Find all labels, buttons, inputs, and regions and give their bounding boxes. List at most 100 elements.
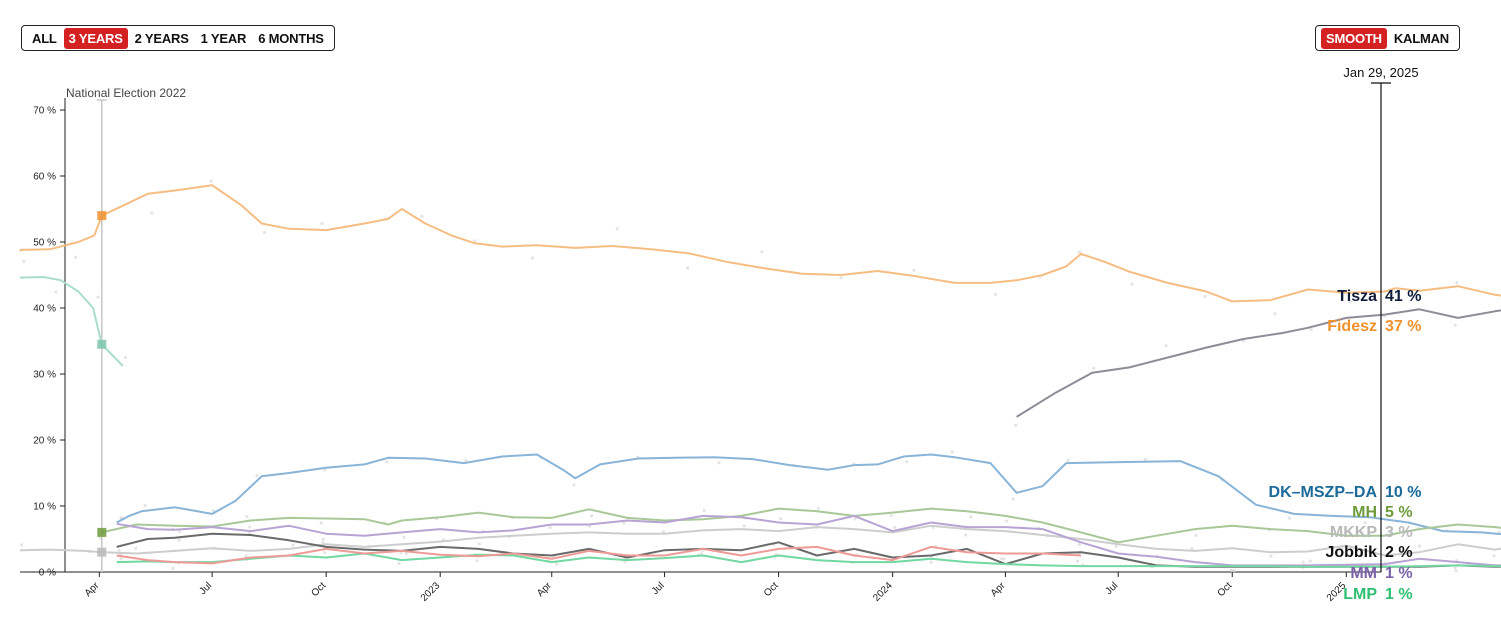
y-tick-label: 60 % <box>33 172 56 183</box>
poll-dot <box>1114 544 1118 549</box>
x-tick-label: Oct <box>1216 580 1235 599</box>
series-line-dk-mszp-da <box>116 453 1501 536</box>
series-value-label: 41 % <box>1385 288 1421 305</box>
poll-dot <box>323 468 327 472</box>
series-value-label: 37 % <box>1385 318 1421 335</box>
poll-dot <box>950 450 954 454</box>
poll-dot <box>1077 542 1081 547</box>
range-1-year-button[interactable]: 1 YEAR <box>200 30 247 46</box>
series-value-label: 5 % <box>1385 504 1413 521</box>
series-line-unlabeled-9 <box>116 545 1082 565</box>
overlay-marks: National Election 2022 Jan 29, 2025 <box>66 65 1419 572</box>
range-6-months-button[interactable]: 6 MONTHS <box>258 30 324 46</box>
poll-dot <box>321 537 325 541</box>
poll-dot <box>964 533 968 537</box>
poll-dot <box>530 256 534 260</box>
x-tick-label: Oct <box>310 580 329 599</box>
poll-dot <box>209 179 213 183</box>
series-lines <box>19 184 1501 568</box>
poll-dot <box>143 504 147 508</box>
current-date-label: Jan 29, 2025 <box>1343 65 1418 80</box>
poll-dot <box>321 540 325 545</box>
poll-dot <box>912 268 916 272</box>
poll-dot <box>1092 366 1096 370</box>
poll-dot <box>1273 312 1277 316</box>
poll-dot <box>839 276 843 280</box>
series-name-label: MKKP <box>1330 524 1377 541</box>
poll-dot <box>255 473 259 478</box>
series-name-label: Tisza <box>1337 288 1377 305</box>
y-tick-label: 0 % <box>39 568 56 579</box>
poll-dot <box>123 355 127 360</box>
poll-dot <box>420 214 424 218</box>
poll-dot <box>1492 554 1496 558</box>
poll-dot <box>589 514 594 518</box>
series-name-label: MH <box>1352 504 1377 521</box>
poll-dot <box>1014 423 1018 427</box>
poll-dot <box>615 227 619 231</box>
poll-dot <box>1143 458 1148 462</box>
poll-dot <box>397 561 401 566</box>
method-kalman-button[interactable]: KALMAN <box>1393 30 1449 46</box>
poll-dot <box>211 509 216 513</box>
poll-dot <box>622 521 626 525</box>
x-tick-label: 2023 <box>419 580 443 604</box>
poll-dot <box>20 543 24 547</box>
election-result-marker <box>97 339 107 349</box>
poll-dot <box>1230 569 1234 573</box>
poll-dot <box>889 514 893 518</box>
x-tick-label: Jul <box>197 580 214 597</box>
range-2-years-button[interactable]: 2 YEARS <box>134 30 189 46</box>
poll-dot <box>1309 327 1313 332</box>
poll-dot <box>96 295 100 299</box>
poll-dot <box>685 266 690 270</box>
poll-dot <box>1004 519 1009 523</box>
x-tick-label: Apr <box>535 580 554 599</box>
x-tick-label: Apr <box>989 580 1008 599</box>
poll-dot <box>893 525 897 529</box>
poll-dot <box>1232 569 1237 573</box>
poll-dot <box>623 560 627 564</box>
poll-dot <box>1203 294 1207 299</box>
election-result-marker <box>97 527 107 537</box>
poll-dot <box>760 250 764 254</box>
poll-dot <box>999 557 1004 561</box>
poll-dot <box>1363 521 1367 525</box>
series-value-label: 10 % <box>1385 484 1421 501</box>
election-event-label: National Election 2022 <box>66 86 186 100</box>
poll-dot <box>1075 559 1080 563</box>
poll-dot <box>291 543 295 547</box>
poll-dot <box>177 538 181 542</box>
poll-dot <box>385 460 389 464</box>
poll-dot <box>1454 569 1458 573</box>
smoothing-method-selector: SMOOTH KALMAN <box>1315 25 1460 51</box>
poll-dot <box>323 550 327 554</box>
x-tick-label: 2024 <box>871 580 895 604</box>
method-smooth-button[interactable]: SMOOTH <box>1321 27 1387 49</box>
poll-dot <box>119 557 123 561</box>
poll-dot <box>1130 282 1134 286</box>
poll-dot <box>779 517 783 521</box>
poll-dot <box>1164 344 1168 348</box>
x-tick-label: Jul <box>1104 580 1121 597</box>
series-line-unlabeled-8 <box>19 276 124 367</box>
poll-dot <box>74 255 78 259</box>
poll-dot <box>22 259 26 263</box>
poll-dot <box>248 525 252 529</box>
range-3-years-button[interactable]: 3 YEARS <box>63 27 128 49</box>
poll-dot <box>1417 544 1422 548</box>
y-tick-label: 20 % <box>33 436 56 447</box>
poll-dot <box>262 230 267 235</box>
series-value-label: 2 % <box>1385 544 1413 561</box>
series-line-fidesz <box>19 184 1501 303</box>
series-line-tisza <box>1016 308 1501 418</box>
poll-dot <box>1453 323 1457 327</box>
series-value-label: 1 % <box>1385 586 1413 603</box>
y-tick-label: 40 % <box>33 304 56 315</box>
time-range-selector: ALL 3 YEARS 2 YEARS 1 YEAR 6 MONTHS <box>21 25 335 51</box>
range-all-button[interactable]: ALL <box>32 30 57 46</box>
poll-dot <box>1077 250 1081 254</box>
poll-dot <box>1190 546 1194 551</box>
poll-dot <box>717 461 721 465</box>
